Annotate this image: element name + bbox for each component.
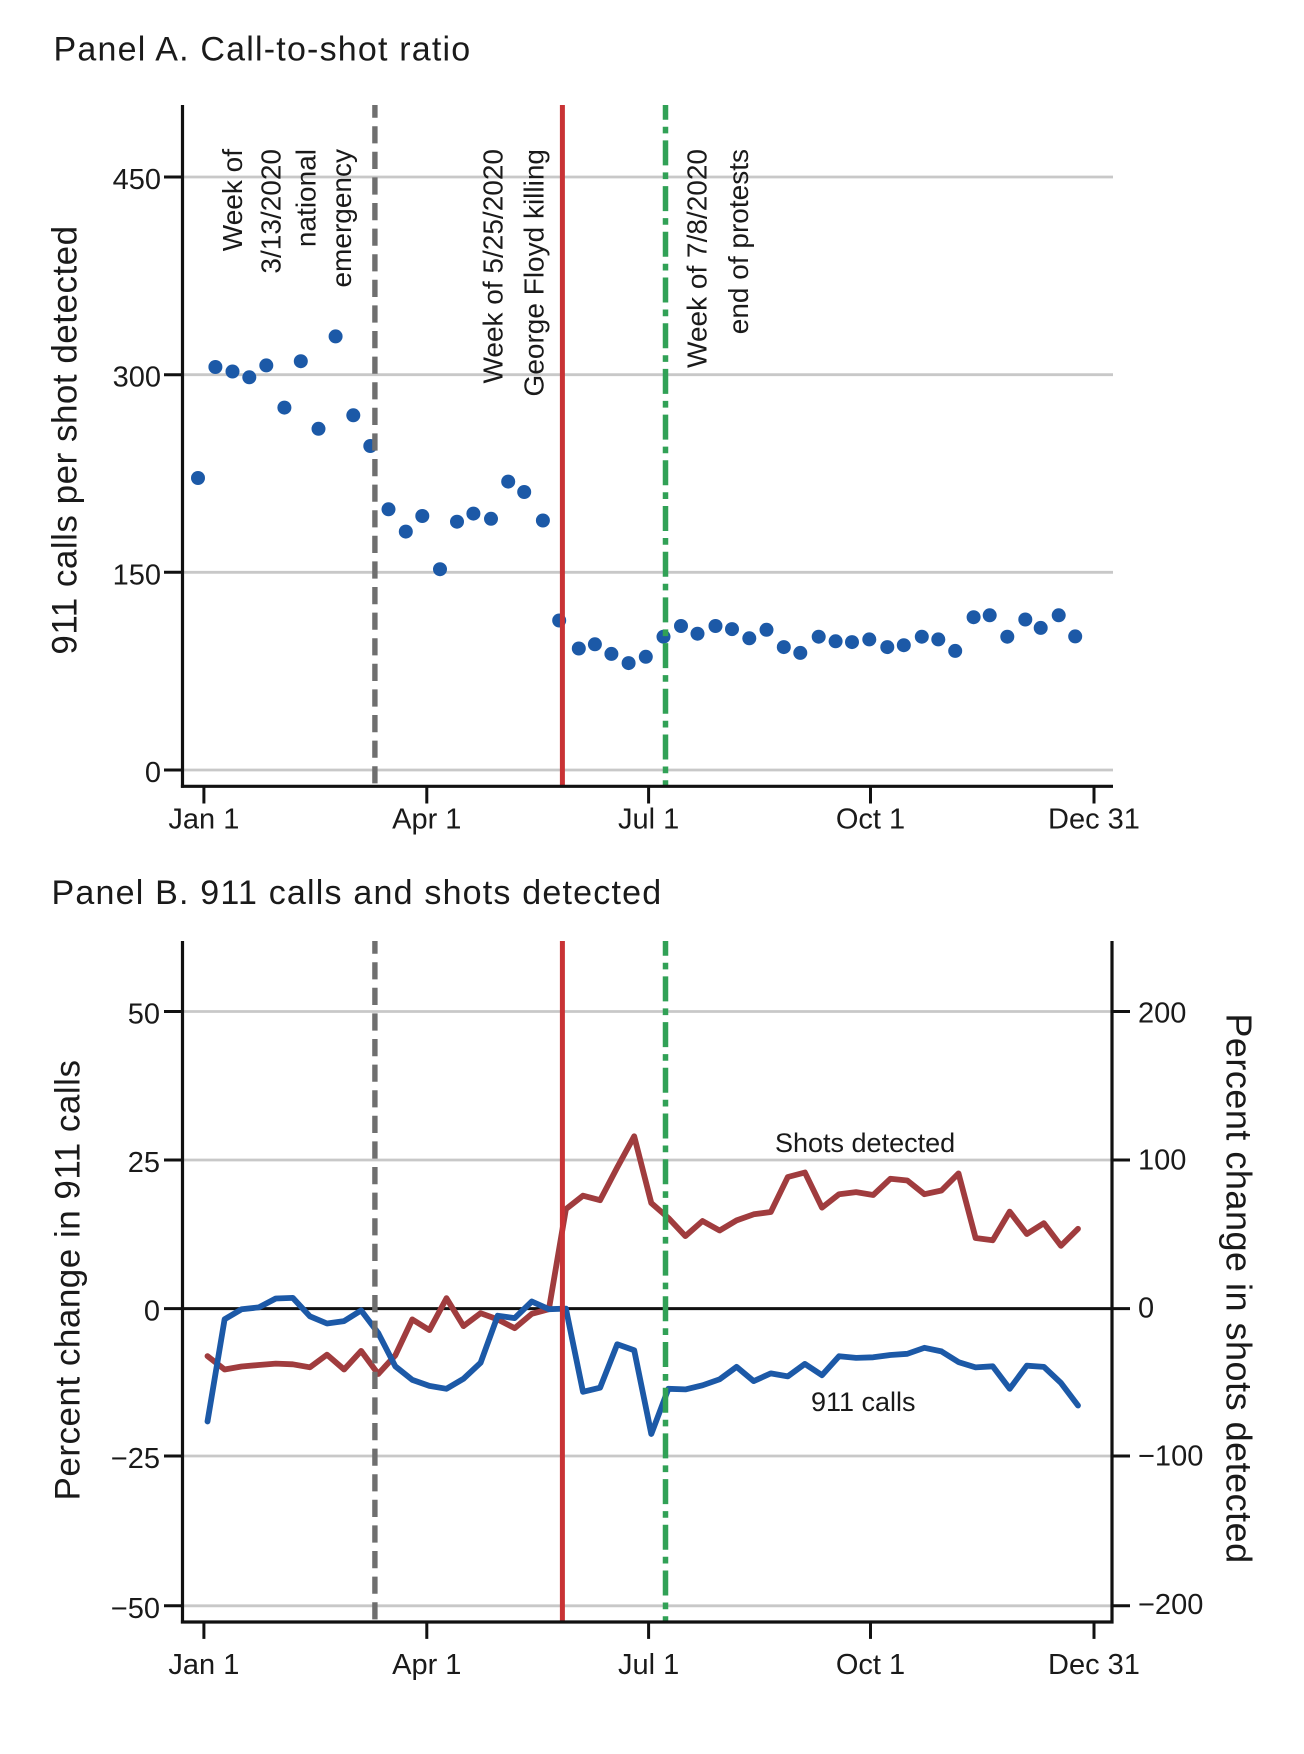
- svg-text:100: 100: [1138, 1145, 1186, 1177]
- svg-text:Panel A. Call-to-shot ratio: Panel A. Call-to-shot ratio: [54, 31, 472, 69]
- svg-text:Shots detected: Shots detected: [775, 1128, 955, 1158]
- svg-text:Dec 31: Dec 31: [1048, 804, 1140, 836]
- svg-text:0: 0: [145, 757, 161, 789]
- svg-text:Week of 5/25/2020: Week of 5/25/2020: [478, 149, 509, 384]
- svg-text:Percent change in shots detect: Percent change in shots detected: [1219, 1013, 1260, 1563]
- svg-text:911 calls: 911 calls: [811, 1387, 916, 1417]
- svg-text:Jul 1: Jul 1: [618, 804, 679, 836]
- svg-text:Week of: Week of: [217, 149, 248, 251]
- svg-text:911 calls per shot detected: 911 calls per shot detected: [46, 225, 85, 654]
- svg-text:Oct 1: Oct 1: [836, 804, 905, 836]
- svg-text:Panel B. 911 calls and shots d: Panel B. 911 calls and shots detected: [52, 874, 663, 912]
- svg-text:3/13/2020: 3/13/2020: [255, 149, 286, 274]
- svg-text:450: 450: [113, 164, 161, 196]
- svg-text:Dec 31: Dec 31: [1048, 1649, 1140, 1681]
- svg-text:national: national: [291, 149, 322, 247]
- svg-text:200: 200: [1138, 998, 1186, 1030]
- svg-text:Apr 1: Apr 1: [392, 804, 461, 836]
- svg-text:0: 0: [144, 1296, 160, 1328]
- svg-text:−100: −100: [1138, 1441, 1203, 1473]
- svg-text:Jul 1: Jul 1: [618, 1649, 679, 1681]
- svg-text:−50: −50: [111, 1593, 160, 1625]
- svg-text:−200: −200: [1138, 1589, 1203, 1621]
- svg-text:Apr 1: Apr 1: [392, 1649, 461, 1681]
- svg-text:end of protests: end of protests: [723, 149, 754, 334]
- svg-text:−25: −25: [111, 1443, 160, 1475]
- svg-text:George Floyd killing: George Floyd killing: [519, 149, 550, 396]
- svg-text:300: 300: [113, 362, 161, 394]
- svg-text:50: 50: [128, 999, 160, 1031]
- svg-text:Week of 7/8/2020: Week of 7/8/2020: [681, 149, 712, 368]
- svg-text:Jan 1: Jan 1: [168, 1649, 239, 1681]
- svg-text:Jan 1: Jan 1: [168, 804, 239, 836]
- svg-text:Percent change in 911 calls: Percent change in 911 calls: [49, 1060, 88, 1501]
- svg-text:emergency: emergency: [326, 149, 357, 288]
- svg-text:0: 0: [1138, 1293, 1154, 1325]
- svg-text:150: 150: [113, 559, 161, 591]
- svg-text:25: 25: [128, 1147, 160, 1179]
- svg-text:Oct 1: Oct 1: [836, 1649, 905, 1681]
